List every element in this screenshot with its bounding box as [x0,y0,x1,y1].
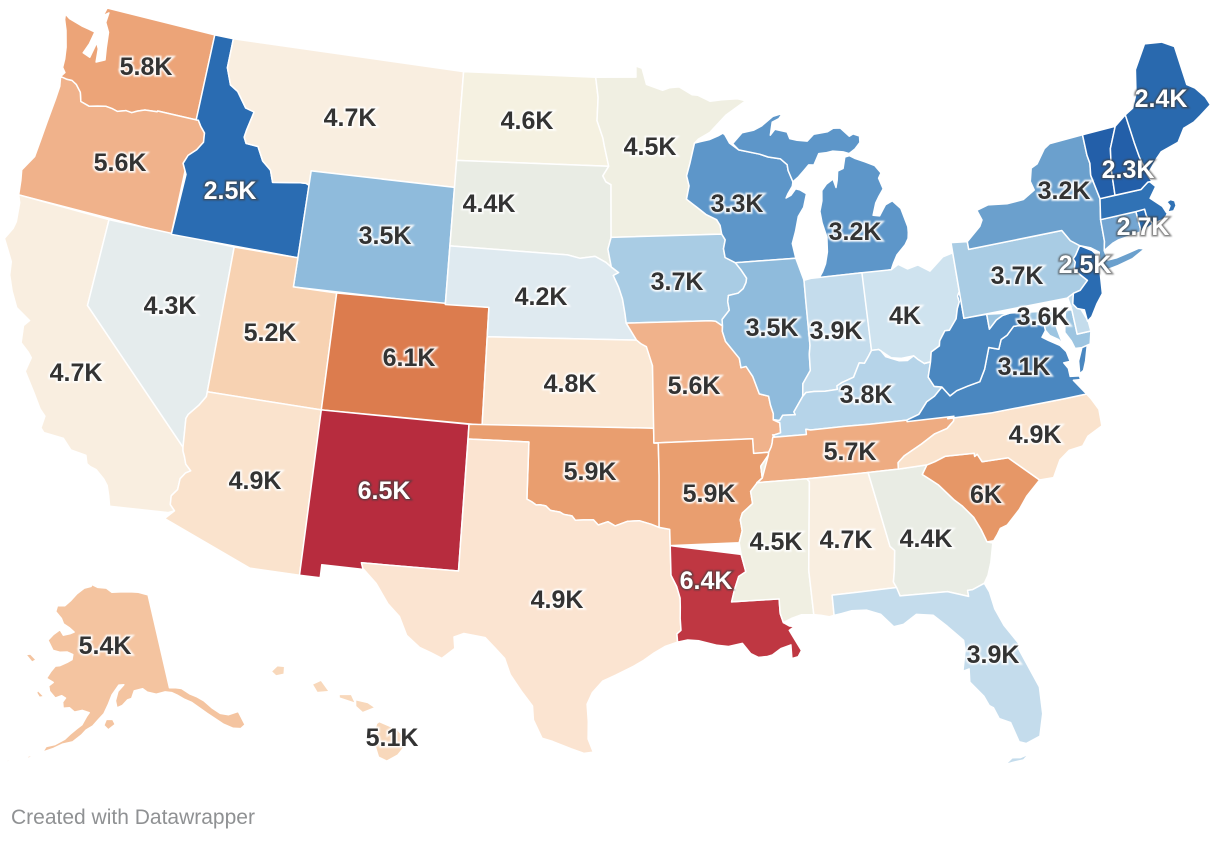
svg-text:2.3K: 2.3K [1102,156,1155,184]
svg-text:4K: 4K [889,302,921,330]
svg-text:4.7K: 4.7K [324,104,377,132]
svg-text:4.7K: 4.7K [820,526,873,554]
svg-text:3.2K: 3.2K [1038,177,1091,205]
svg-text:4K: 4K [889,302,921,330]
svg-text:5.6K: 5.6K [668,372,721,400]
svg-text:4.5K: 4.5K [750,528,803,556]
svg-text:4.4K: 4.4K [463,190,516,218]
svg-text:2.4K: 2.4K [1135,85,1188,113]
svg-text:6.1K: 6.1K [383,344,436,372]
svg-text:3.3K: 3.3K [711,190,764,218]
svg-text:3.9K: 3.9K [967,641,1020,669]
svg-text:6.5K: 6.5K [358,477,411,505]
svg-text:2.5K: 2.5K [1059,251,1112,279]
svg-text:5.1K: 5.1K [366,724,419,752]
svg-text:2.4K: 2.4K [1135,85,1188,113]
svg-text:4.9K: 4.9K [229,467,282,495]
svg-text:6K: 6K [970,481,1002,509]
svg-text:3.5K: 3.5K [359,222,412,250]
svg-text:5.6K: 5.6K [668,372,721,400]
svg-text:5.9K: 5.9K [683,480,736,508]
svg-text:3.9K: 3.9K [967,641,1020,669]
svg-text:6.1K: 6.1K [383,344,436,372]
svg-text:2.5K: 2.5K [1059,251,1112,279]
svg-text:5.9K: 5.9K [564,458,617,486]
svg-text:5.9K: 5.9K [683,480,736,508]
svg-text:4.5K: 4.5K [624,133,677,161]
svg-text:4.2K: 4.2K [515,283,568,311]
svg-text:5.2K: 5.2K [244,319,297,347]
svg-text:5.6K: 5.6K [94,149,147,177]
svg-text:3.8K: 3.8K [840,381,893,409]
svg-text:3.2K: 3.2K [1038,177,1091,205]
svg-text:3.1K: 3.1K [998,353,1051,381]
svg-text:4.9K: 4.9K [531,586,584,614]
svg-text:3.7K: 3.7K [651,268,704,296]
svg-text:4.3K: 4.3K [144,292,197,320]
svg-text:2.7K: 2.7K [1117,213,1170,241]
svg-text:4.6K: 4.6K [501,107,554,135]
svg-text:3.3K: 3.3K [711,190,764,218]
svg-text:5.8K: 5.8K [120,53,173,81]
svg-text:3.1K: 3.1K [998,353,1051,381]
svg-text:5.4K: 5.4K [79,632,132,660]
svg-text:6.4K: 6.4K [680,567,733,595]
svg-text:4.7K: 4.7K [324,104,377,132]
svg-text:5.1K: 5.1K [366,724,419,752]
svg-text:4.9K: 4.9K [531,586,584,614]
svg-text:3.9K: 3.9K [810,317,863,345]
svg-text:3.5K: 3.5K [746,314,799,342]
svg-text:6.5K: 6.5K [358,477,411,505]
svg-text:5.6K: 5.6K [94,149,147,177]
svg-text:3.7K: 3.7K [991,262,1044,290]
svg-text:4.7K: 4.7K [50,359,103,387]
svg-text:3.6K: 3.6K [1017,303,1070,331]
svg-text:6.4K: 6.4K [680,567,733,595]
svg-text:4.7K: 4.7K [50,359,103,387]
svg-text:5.8K: 5.8K [120,53,173,81]
svg-text:5.7K: 5.7K [824,438,877,466]
svg-text:3.2K: 3.2K [829,218,882,246]
svg-text:3.7K: 3.7K [991,262,1044,290]
svg-text:2.5K: 2.5K [204,177,257,205]
svg-text:4.6K: 4.6K [501,107,554,135]
svg-text:2.3K: 2.3K [1102,156,1155,184]
svg-text:Created with Datawrapper: Created with Datawrapper [11,806,255,829]
svg-text:4.5K: 4.5K [750,528,803,556]
svg-text:2.7K: 2.7K [1117,213,1170,241]
svg-text:6K: 6K [970,481,1002,509]
svg-text:3.7K: 3.7K [651,268,704,296]
svg-text:3.2K: 3.2K [829,218,882,246]
svg-text:4.4K: 4.4K [900,525,953,553]
svg-text:3.5K: 3.5K [359,222,412,250]
svg-text:3.8K: 3.8K [840,381,893,409]
svg-text:5.7K: 5.7K [824,438,877,466]
svg-text:2.5K: 2.5K [204,177,257,205]
svg-text:3.6K: 3.6K [1017,303,1070,331]
svg-text:4.9K: 4.9K [1009,421,1062,449]
svg-text:4.3K: 4.3K [144,292,197,320]
svg-text:4.9K: 4.9K [229,467,282,495]
svg-text:4.8K: 4.8K [544,370,597,398]
svg-text:5.2K: 5.2K [244,319,297,347]
svg-text:4.4K: 4.4K [463,190,516,218]
svg-text:3.9K: 3.9K [810,317,863,345]
svg-text:4.2K: 4.2K [515,283,568,311]
svg-text:4.7K: 4.7K [820,526,873,554]
svg-text:3.5K: 3.5K [746,314,799,342]
svg-text:4.5K: 4.5K [624,133,677,161]
svg-text:4.4K: 4.4K [900,525,953,553]
svg-text:5.9K: 5.9K [564,458,617,486]
svg-text:4.9K: 4.9K [1009,421,1062,449]
svg-text:4.8K: 4.8K [544,370,597,398]
svg-text:5.4K: 5.4K [79,632,132,660]
